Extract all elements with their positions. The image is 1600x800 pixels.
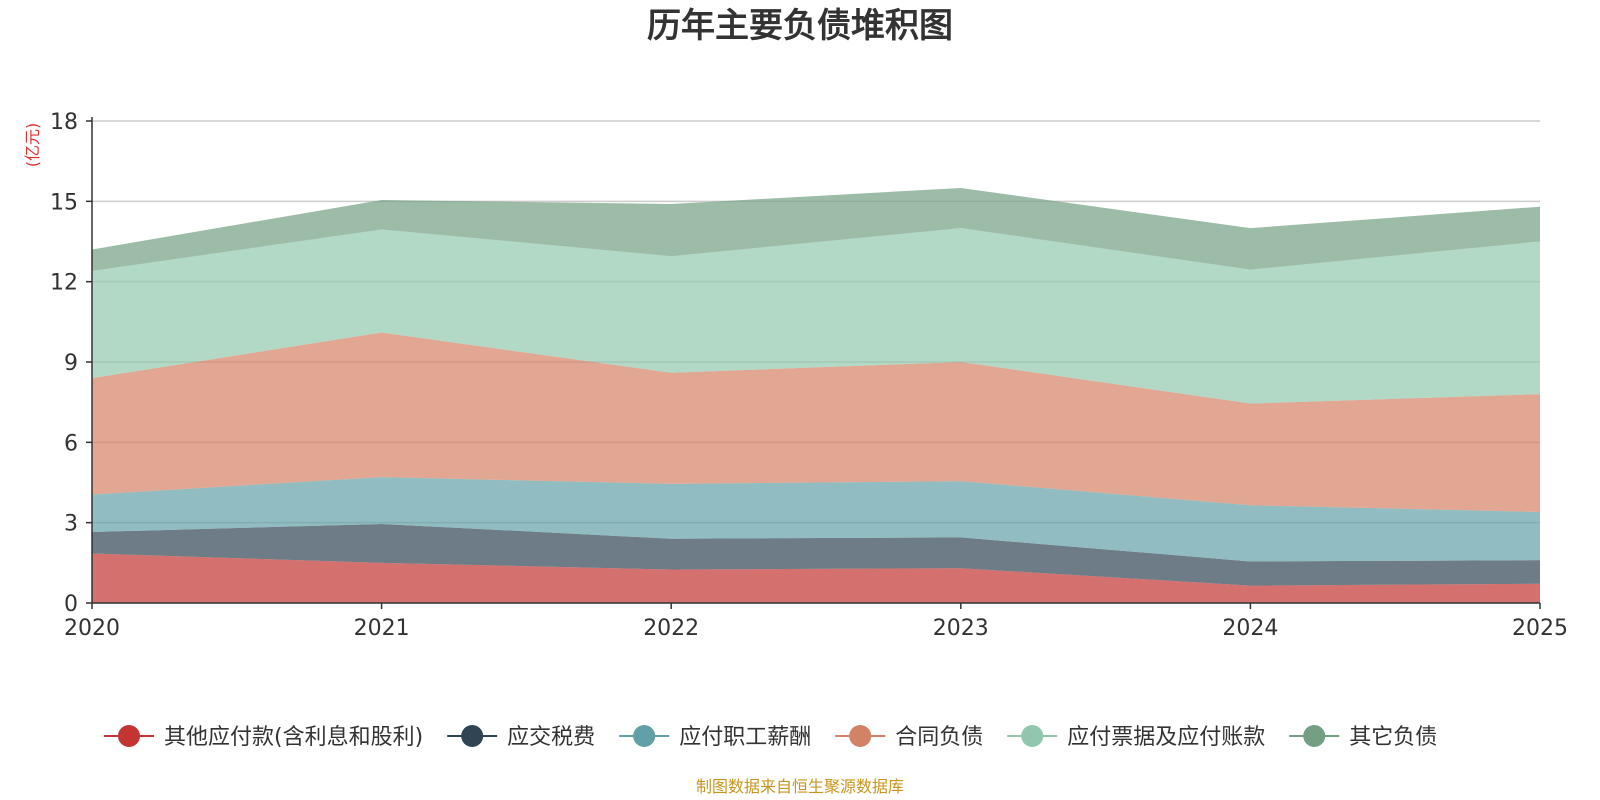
legend-marker-0 (118, 725, 140, 747)
legend-item-5: 其它负债 (1289, 725, 1437, 750)
chart-title: 历年主要负债堆积图 (647, 6, 953, 46)
legend: 其他应付款(含利息和股利) 应交税费 应付职工薪酬 合同负债 应付票据及应付账款 其它负债 (104, 725, 1437, 750)
y-tick-label-9: 9 (64, 351, 78, 376)
legend-item-1: 应交税费 (447, 725, 595, 750)
legend-item-2: 应付职工薪酬 (619, 725, 811, 750)
legend-label-0: 其他应付款(含利息和股利) (164, 725, 423, 750)
y-tick-label-18: 18 (50, 110, 78, 135)
area-series-3 (92, 332, 1540, 512)
area-series-0 (92, 553, 1540, 603)
legend-label-2: 应付职工薪酬 (679, 725, 811, 750)
legend-label-4: 应付票据及应付账款 (1067, 725, 1265, 750)
legend-label-1: 应交税费 (507, 725, 595, 750)
axes: 0 3 6 9 12 15 18 2020 2021 2022 2023 2024 2025 (50, 110, 1568, 641)
area-series-2 (92, 477, 1540, 562)
legend-marker-1 (461, 725, 484, 747)
x-tick-label-2022: 2022 (643, 616, 699, 641)
legend-item-0: 其他应付款(含利息和股利) (104, 725, 423, 750)
x-tick-label-2021: 2021 (354, 616, 410, 641)
x-tick-label-2023: 2023 (933, 616, 989, 641)
area-series-4 (92, 228, 1540, 404)
legend-marker-3 (849, 725, 872, 747)
area-series-1 (92, 524, 1540, 586)
area-series (92, 187, 1540, 603)
legend-label-3: 合同负债 (895, 725, 983, 750)
legend-marker-4 (1021, 725, 1044, 747)
y-tick-label-0: 0 (64, 592, 78, 617)
legend-item-3: 合同负债 (835, 725, 983, 750)
x-tick-label-2024: 2024 (1222, 616, 1278, 641)
area-series-5 (92, 187, 1540, 271)
legend-item-4: 应付票据及应付账款 (1007, 725, 1265, 750)
legend-marker-5 (1303, 725, 1326, 747)
y-axis-unit-label: (亿元) (23, 123, 42, 168)
x-tick-label-2025: 2025 (1512, 616, 1568, 641)
x-tick-label-2020: 2020 (64, 616, 120, 641)
legend-label-5: 其它负债 (1349, 725, 1437, 750)
source-note: 制图数据来自恒生聚源数据库 (696, 777, 904, 796)
y-tick-label-6: 6 (64, 431, 78, 456)
y-tick-label-15: 15 (50, 190, 78, 215)
y-tick-label-12: 12 (50, 271, 78, 296)
y-tick-label-3: 3 (64, 512, 78, 537)
legend-marker-2 (633, 725, 656, 747)
